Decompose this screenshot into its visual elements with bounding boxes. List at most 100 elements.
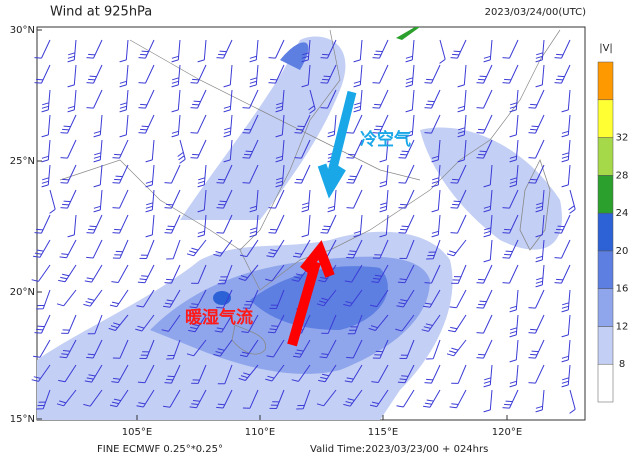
wind-barb bbox=[509, 139, 519, 163]
wind-barb bbox=[476, 289, 493, 309]
wind-barb bbox=[171, 89, 181, 113]
wind-barb bbox=[190, 89, 207, 109]
colorbar-segment bbox=[597, 212, 614, 252]
wind-barb bbox=[268, 214, 285, 234]
wind-barb bbox=[112, 139, 129, 159]
wind-barb bbox=[448, 314, 467, 333]
annotation-warm-flow: 暖湿气流 bbox=[185, 307, 253, 328]
wind-barb bbox=[139, 239, 155, 259]
annotation-cold-air: 冷空气 bbox=[360, 129, 411, 150]
wind-barb bbox=[83, 389, 103, 407]
wind-barb bbox=[60, 114, 77, 134]
wind-barb bbox=[346, 189, 363, 209]
wind-barb bbox=[197, 214, 207, 238]
wind-barb bbox=[502, 239, 519, 259]
wind-barb bbox=[318, 364, 337, 383]
wind-barb bbox=[343, 289, 363, 307]
wind-barb bbox=[476, 339, 493, 359]
wind-barb bbox=[457, 64, 467, 88]
wind-barb bbox=[379, 189, 389, 213]
wind-barb bbox=[535, 189, 545, 213]
wind-barb bbox=[509, 314, 519, 338]
wind-barb bbox=[561, 114, 571, 138]
wind-barb bbox=[137, 264, 155, 284]
wind-barb bbox=[372, 39, 389, 59]
lat-label: 25°N bbox=[10, 156, 35, 167]
wind-barb bbox=[189, 389, 207, 409]
wind-barb bbox=[372, 339, 389, 359]
wind-barb bbox=[111, 264, 129, 283]
wind-barb bbox=[451, 264, 467, 284]
wind-barb bbox=[136, 289, 155, 308]
wind-barb bbox=[197, 39, 207, 63]
wind-barb bbox=[424, 264, 441, 284]
wind-barb bbox=[41, 114, 51, 138]
wind-barb bbox=[535, 264, 545, 288]
wind-barb bbox=[424, 89, 441, 109]
lon-label: 120°E bbox=[492, 427, 522, 438]
wind-barb bbox=[164, 214, 181, 234]
wind-barb bbox=[268, 64, 285, 84]
wind-barb bbox=[554, 214, 571, 234]
wind-barb bbox=[327, 189, 337, 213]
wind-barb bbox=[190, 64, 207, 84]
wind-barb bbox=[399, 339, 415, 359]
wind-barb bbox=[145, 164, 155, 188]
wind-barb bbox=[483, 164, 493, 188]
wind-barb bbox=[449, 289, 467, 309]
wind-barb bbox=[502, 39, 519, 59]
wind-barb bbox=[93, 189, 103, 213]
wind-barb bbox=[372, 239, 389, 259]
lat-label: 15°N bbox=[10, 414, 35, 425]
wind-barb bbox=[136, 389, 155, 408]
wind-barb bbox=[238, 364, 259, 381]
wind-barb bbox=[308, 89, 316, 114]
wind-barb bbox=[379, 214, 389, 238]
colorbar-tick: 8 bbox=[619, 359, 625, 370]
wind-barb bbox=[191, 364, 207, 384]
wind-barb bbox=[483, 389, 493, 413]
wind-barb bbox=[84, 364, 103, 383]
wind-barb bbox=[60, 189, 77, 209]
wind-barb bbox=[554, 239, 571, 259]
wind-barb bbox=[294, 164, 311, 184]
wind-barb bbox=[112, 214, 129, 234]
wind-barb bbox=[164, 189, 181, 209]
wind-barb bbox=[242, 289, 259, 309]
wind-barb bbox=[346, 339, 363, 359]
wind-barb bbox=[266, 339, 285, 358]
wind-barb bbox=[265, 264, 285, 282]
wind-barb bbox=[60, 164, 77, 184]
wind-barb bbox=[86, 239, 103, 259]
wind-barb bbox=[241, 314, 259, 333]
wind-barb bbox=[86, 339, 103, 359]
wind-barb bbox=[56, 289, 77, 307]
wind-barb bbox=[171, 39, 181, 63]
model-label: FINE ECMWF 0.25°*0.25° bbox=[97, 444, 223, 455]
wind-barb bbox=[450, 164, 467, 184]
wind-barb bbox=[483, 239, 493, 263]
wind-barb bbox=[242, 164, 259, 184]
wind-barb bbox=[405, 39, 415, 63]
wind-barb bbox=[421, 314, 441, 332]
wind-barb bbox=[554, 264, 571, 284]
wind-barb bbox=[346, 239, 363, 259]
wind-barb bbox=[535, 214, 545, 238]
wind-barb bbox=[327, 114, 337, 138]
wind-barb bbox=[346, 114, 363, 134]
colorbar-segment bbox=[597, 363, 614, 403]
wind-barb bbox=[197, 164, 207, 188]
wind-barb bbox=[450, 189, 467, 209]
wind-barb bbox=[275, 89, 285, 113]
wind-barb bbox=[483, 214, 493, 238]
wind-barb bbox=[457, 114, 467, 138]
wind-barb bbox=[353, 39, 363, 63]
wind-barb bbox=[61, 314, 77, 334]
wind-barb bbox=[379, 139, 389, 163]
wind-barb bbox=[450, 214, 467, 234]
wind-barb bbox=[267, 314, 285, 334]
wind-barb bbox=[67, 214, 77, 238]
wind-barb bbox=[216, 189, 233, 209]
wind-barb bbox=[59, 239, 77, 259]
wind-barb bbox=[269, 289, 285, 309]
